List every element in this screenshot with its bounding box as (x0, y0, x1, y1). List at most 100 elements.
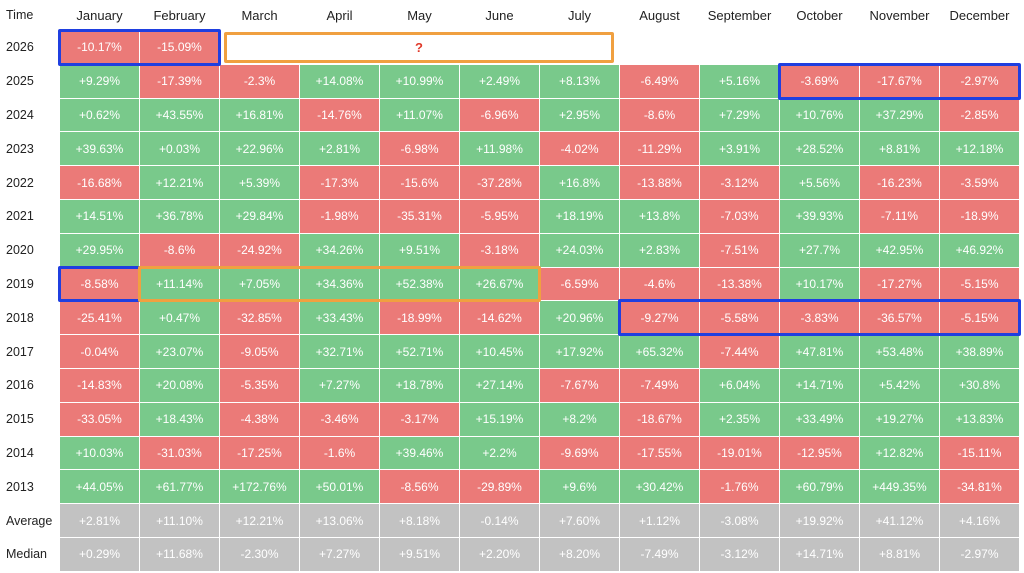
highlight-box (138, 265, 541, 303)
return-cell: -24.92% (220, 233, 299, 267)
return-cell: -5.15% (940, 301, 1019, 335)
return-cell: -18.99% (380, 301, 459, 335)
return-cell: -6.98% (380, 132, 459, 166)
return-cell: -3.08% (700, 504, 779, 537)
return-cell: +15.19% (460, 402, 539, 436)
return-cell: +5.39% (220, 166, 299, 199)
return-cell: +11.07% (380, 98, 459, 132)
return-cell: -14.62% (460, 301, 539, 335)
return-cell: +39.93% (780, 200, 859, 233)
return-cell: +16.8% (540, 166, 619, 199)
return-cell: +43.55% (140, 98, 219, 132)
return-cell: +34.26% (300, 233, 379, 267)
return-cell: +27.14% (460, 369, 539, 402)
return-cell: +2.95% (540, 98, 619, 132)
return-cell: +6.04% (700, 369, 779, 402)
return-cell: +39.63% (60, 132, 139, 166)
return-cell: +32.71% (300, 335, 379, 368)
return-cell: +13.06% (300, 504, 379, 537)
return-cell: -14.83% (60, 369, 139, 402)
return-cell: +47.81% (780, 335, 859, 368)
column-header: March (241, 7, 278, 23)
return-cell: +42.95% (860, 233, 939, 267)
return-cell: +50.01% (300, 470, 379, 504)
return-cell: -15.6% (380, 166, 459, 199)
column-header: Time (6, 8, 34, 22)
return-cell: -5.35% (220, 369, 299, 402)
return-cell: +30.8% (940, 369, 1019, 402)
return-cell: +20.96% (540, 301, 619, 335)
return-cell: +12.21% (140, 166, 219, 199)
return-cell: +13.8% (620, 200, 699, 233)
return-cell: -8.6% (140, 233, 219, 267)
return-cell: -9.27% (620, 301, 699, 335)
return-cell: -17.67% (860, 64, 939, 98)
row-label: Average (6, 513, 53, 528)
return-cell: +8.20% (540, 538, 619, 571)
highlight-box (58, 29, 221, 66)
return-cell: -0.04% (60, 335, 139, 368)
return-cell: +3.91% (700, 132, 779, 166)
return-cell: -18.67% (620, 402, 699, 436)
return-cell: +65.32% (620, 335, 699, 368)
highlight-box (618, 299, 1021, 337)
row-label: 2026 (6, 40, 34, 55)
return-cell: -19.01% (700, 436, 779, 470)
return-cell: -5.58% (700, 301, 779, 335)
return-cell: -1.76% (700, 470, 779, 504)
return-cell: +0.47% (140, 301, 219, 335)
return-cell: -6.49% (620, 64, 699, 98)
return-cell: +13.83% (940, 402, 1019, 436)
return-cell: -13.38% (700, 267, 779, 301)
return-cell: -17.55% (620, 436, 699, 470)
return-cell: +4.16% (940, 504, 1019, 537)
return-cell: -2.97% (940, 64, 1019, 98)
return-cell: +8.2% (540, 402, 619, 436)
return-cell: +52.38% (380, 267, 459, 301)
return-cell: +7.05% (220, 267, 299, 301)
return-cell: -11.29% (620, 132, 699, 166)
return-cell: +28.52% (780, 132, 859, 166)
return-cell: +34.36% (300, 267, 379, 301)
return-cell: -13.88% (620, 166, 699, 199)
return-cell: -7.51% (700, 233, 779, 267)
return-cell: -8.6% (620, 98, 699, 132)
return-cell: -29.89% (460, 470, 539, 504)
return-cell: -15.09% (140, 31, 219, 64)
return-cell: +30.42% (620, 470, 699, 504)
return-cell: -17.25% (220, 436, 299, 470)
return-cell: -16.68% (60, 166, 139, 199)
return-cell: -15.11% (940, 436, 1019, 470)
return-cell: +23.07% (140, 335, 219, 368)
column-header: January (76, 7, 123, 23)
row-label: 2019 (6, 276, 34, 291)
return-cell: -2.85% (940, 98, 1019, 132)
row-label: Median (6, 547, 47, 562)
column-header: October (796, 7, 843, 23)
return-cell: +41.12% (860, 504, 939, 537)
return-cell: +9.51% (380, 233, 459, 267)
return-cell: +24.03% (540, 233, 619, 267)
return-cell: -32.85% (220, 301, 299, 335)
return-cell: +44.05% (60, 470, 139, 504)
return-cell: -8.56% (380, 470, 459, 504)
row-label: 2020 (6, 243, 34, 258)
return-cell: +61.77% (140, 470, 219, 504)
return-cell: -5.95% (460, 200, 539, 233)
return-cell: +11.98% (460, 132, 539, 166)
return-cell: +17.92% (540, 335, 619, 368)
return-cell: +11.10% (140, 504, 219, 537)
column-header: April (326, 7, 353, 23)
return-cell: +12.18% (940, 132, 1019, 166)
return-cell: +11.68% (140, 538, 219, 571)
return-cell: +5.16% (700, 64, 779, 98)
return-cell: +39.46% (380, 436, 459, 470)
return-cell: +8.81% (860, 132, 939, 166)
return-cell: +7.60% (540, 504, 619, 537)
return-cell: -2.30% (220, 538, 299, 571)
return-cell: -14.76% (300, 98, 379, 132)
return-cell: +10.99% (380, 64, 459, 98)
column-header: August (639, 7, 680, 23)
row-label: 2013 (6, 479, 34, 494)
return-cell: +2.2% (460, 436, 539, 470)
